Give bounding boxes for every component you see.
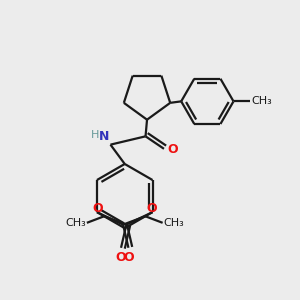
Text: CH₃: CH₃ bbox=[65, 218, 86, 228]
Text: CH₃: CH₃ bbox=[164, 218, 184, 228]
Text: O: O bbox=[93, 202, 103, 215]
Text: O: O bbox=[146, 202, 157, 215]
Text: O: O bbox=[167, 143, 178, 156]
Text: O: O bbox=[116, 251, 126, 264]
Text: CH₃: CH₃ bbox=[251, 96, 272, 106]
Text: H: H bbox=[91, 130, 99, 140]
Text: N: N bbox=[99, 130, 109, 143]
Text: O: O bbox=[123, 251, 134, 264]
